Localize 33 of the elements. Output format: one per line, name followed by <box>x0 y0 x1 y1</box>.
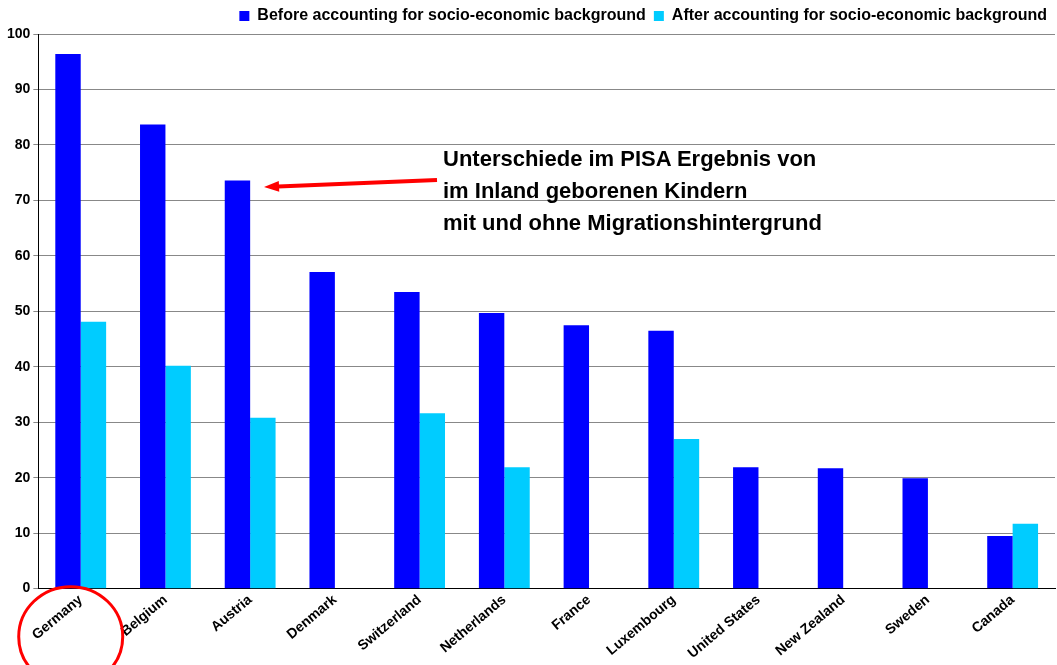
y-tick-label: 0 <box>22 579 31 596</box>
bar <box>140 124 166 589</box>
y-tick-label: 90 <box>14 80 31 97</box>
bar <box>563 325 590 589</box>
y-tick-label: 20 <box>14 468 31 485</box>
legend-label: After accounting for socio-economic background <box>671 6 1048 24</box>
y-tick-label: 100 <box>7 24 31 41</box>
y-tick-label: 60 <box>14 246 31 263</box>
bar <box>1012 523 1039 589</box>
bar <box>165 365 191 589</box>
bar <box>250 417 276 589</box>
y-tick-label: 10 <box>14 524 31 541</box>
bar <box>394 291 420 589</box>
y-tick-label: 40 <box>14 357 31 374</box>
y-tick-label: 80 <box>14 135 31 152</box>
bar <box>80 321 107 589</box>
bar <box>673 438 700 589</box>
bar <box>309 271 335 589</box>
y-tick-label: 70 <box>14 191 31 208</box>
bar <box>733 467 759 589</box>
bar <box>55 53 81 589</box>
bar <box>504 467 530 589</box>
bar <box>224 180 251 589</box>
bar <box>419 413 446 589</box>
bar <box>648 330 674 589</box>
y-tick-label: 30 <box>14 413 31 430</box>
annotation: Unterschiede im PISA Ergebnis von im Inland geborenen Kindern mit und ohne Migrationshintergrund <box>443 146 822 236</box>
bar <box>902 478 928 589</box>
bar <box>478 312 505 589</box>
y-tick-label: 50 <box>14 302 31 319</box>
bar <box>817 468 844 589</box>
legend-label: Before accounting for socio-economic background <box>257 6 646 24</box>
bar <box>987 535 1013 589</box>
